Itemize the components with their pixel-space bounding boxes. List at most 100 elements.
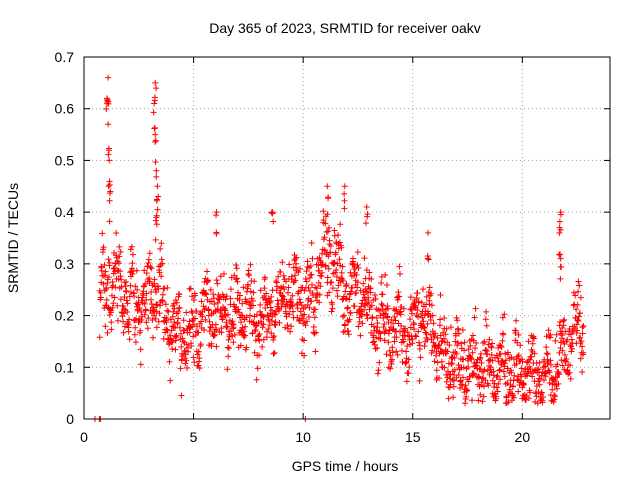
- axis-ticks: 0 0.1 0.2 0.3 0.4 0.5 0.6 0.7 0 5 10 15 20: [55, 49, 610, 445]
- data-point: [480, 383, 487, 390]
- data-point: [106, 197, 113, 204]
- data-point: [423, 293, 430, 300]
- data-point: [393, 334, 400, 341]
- data-point: [478, 379, 485, 386]
- data-point: [446, 342, 453, 349]
- data-point: [412, 304, 419, 311]
- data-point: [162, 301, 169, 308]
- data-point: [431, 333, 438, 340]
- data-point: [292, 277, 299, 284]
- data-point: [272, 311, 279, 318]
- data-point: [151, 276, 158, 283]
- data-point: [254, 365, 261, 372]
- data-point: [129, 271, 136, 278]
- data-point: [255, 336, 262, 343]
- data-point: [528, 353, 535, 360]
- data-point: [186, 329, 193, 336]
- y-tick-label: 0: [66, 411, 74, 427]
- data-point: [579, 330, 586, 337]
- data-point: [241, 332, 248, 339]
- data-point: [177, 365, 184, 372]
- data-point: [424, 320, 431, 327]
- data-point: [453, 350, 460, 357]
- data-point: [545, 327, 552, 334]
- data-point: [405, 356, 412, 363]
- data-point: [229, 333, 236, 340]
- data-point: [371, 338, 378, 345]
- data-point: [408, 310, 415, 317]
- data-point: [501, 311, 508, 318]
- data-point: [357, 332, 364, 339]
- data-point: [508, 369, 515, 376]
- data-point: [105, 151, 112, 158]
- data-point: [400, 305, 407, 312]
- data-point: [510, 394, 517, 401]
- data-point: [283, 310, 290, 317]
- data-point: [493, 395, 500, 402]
- data-point: [526, 389, 533, 396]
- data-point: [522, 396, 529, 403]
- data-point: [120, 329, 127, 336]
- data-point: [568, 343, 575, 350]
- data-point: [206, 328, 213, 335]
- data-point: [572, 292, 579, 299]
- data-point: [270, 334, 277, 341]
- data-point: [242, 298, 249, 305]
- data-point: [103, 286, 110, 293]
- data-point: [420, 324, 427, 331]
- data-point: [455, 330, 462, 337]
- data-point: [387, 365, 394, 372]
- data-point: [382, 271, 389, 278]
- data-point: [147, 296, 154, 303]
- data-point: [577, 294, 584, 301]
- data-point: [210, 291, 217, 298]
- data-point: [152, 137, 159, 144]
- data-point: [546, 333, 553, 340]
- data-point: [384, 303, 391, 310]
- data-point: [556, 349, 563, 356]
- data-point: [320, 208, 327, 215]
- data-point: [106, 259, 113, 266]
- data-point: [332, 249, 339, 256]
- data-point: [454, 317, 461, 324]
- data-point: [196, 355, 203, 362]
- data-point: [297, 308, 304, 315]
- data-point: [429, 312, 436, 319]
- data-point: [296, 296, 303, 303]
- data-point: [486, 336, 493, 343]
- data-point: [262, 274, 269, 281]
- data-point: [308, 281, 315, 288]
- data-point: [143, 319, 150, 326]
- data-point: [328, 308, 335, 315]
- data-point: [132, 339, 139, 346]
- data-point: [379, 306, 386, 313]
- data-point: [270, 218, 277, 225]
- data-point: [322, 262, 329, 269]
- data-point: [256, 352, 263, 359]
- data-point: [129, 260, 136, 267]
- data-point: [463, 388, 470, 395]
- data-point: [449, 360, 456, 367]
- data-point: [247, 312, 254, 319]
- data-point: [512, 327, 519, 334]
- data-point: [103, 297, 110, 304]
- data-point: [100, 280, 107, 287]
- data-point: [307, 263, 314, 270]
- data-point: [462, 382, 469, 389]
- data-point: [153, 221, 160, 228]
- data-point: [297, 299, 304, 306]
- data-point: [313, 285, 320, 292]
- data-point: [311, 330, 318, 337]
- data-point: [202, 290, 209, 297]
- data-point: [514, 339, 521, 346]
- data-point: [327, 242, 334, 249]
- data-point: [359, 320, 366, 327]
- data-point: [384, 313, 391, 320]
- data-point: [306, 304, 313, 311]
- data-point: [149, 317, 156, 324]
- data-point: [301, 287, 308, 294]
- data-point: [102, 268, 109, 275]
- data-point: [379, 291, 386, 298]
- data-point: [446, 384, 453, 391]
- data-point: [339, 313, 346, 320]
